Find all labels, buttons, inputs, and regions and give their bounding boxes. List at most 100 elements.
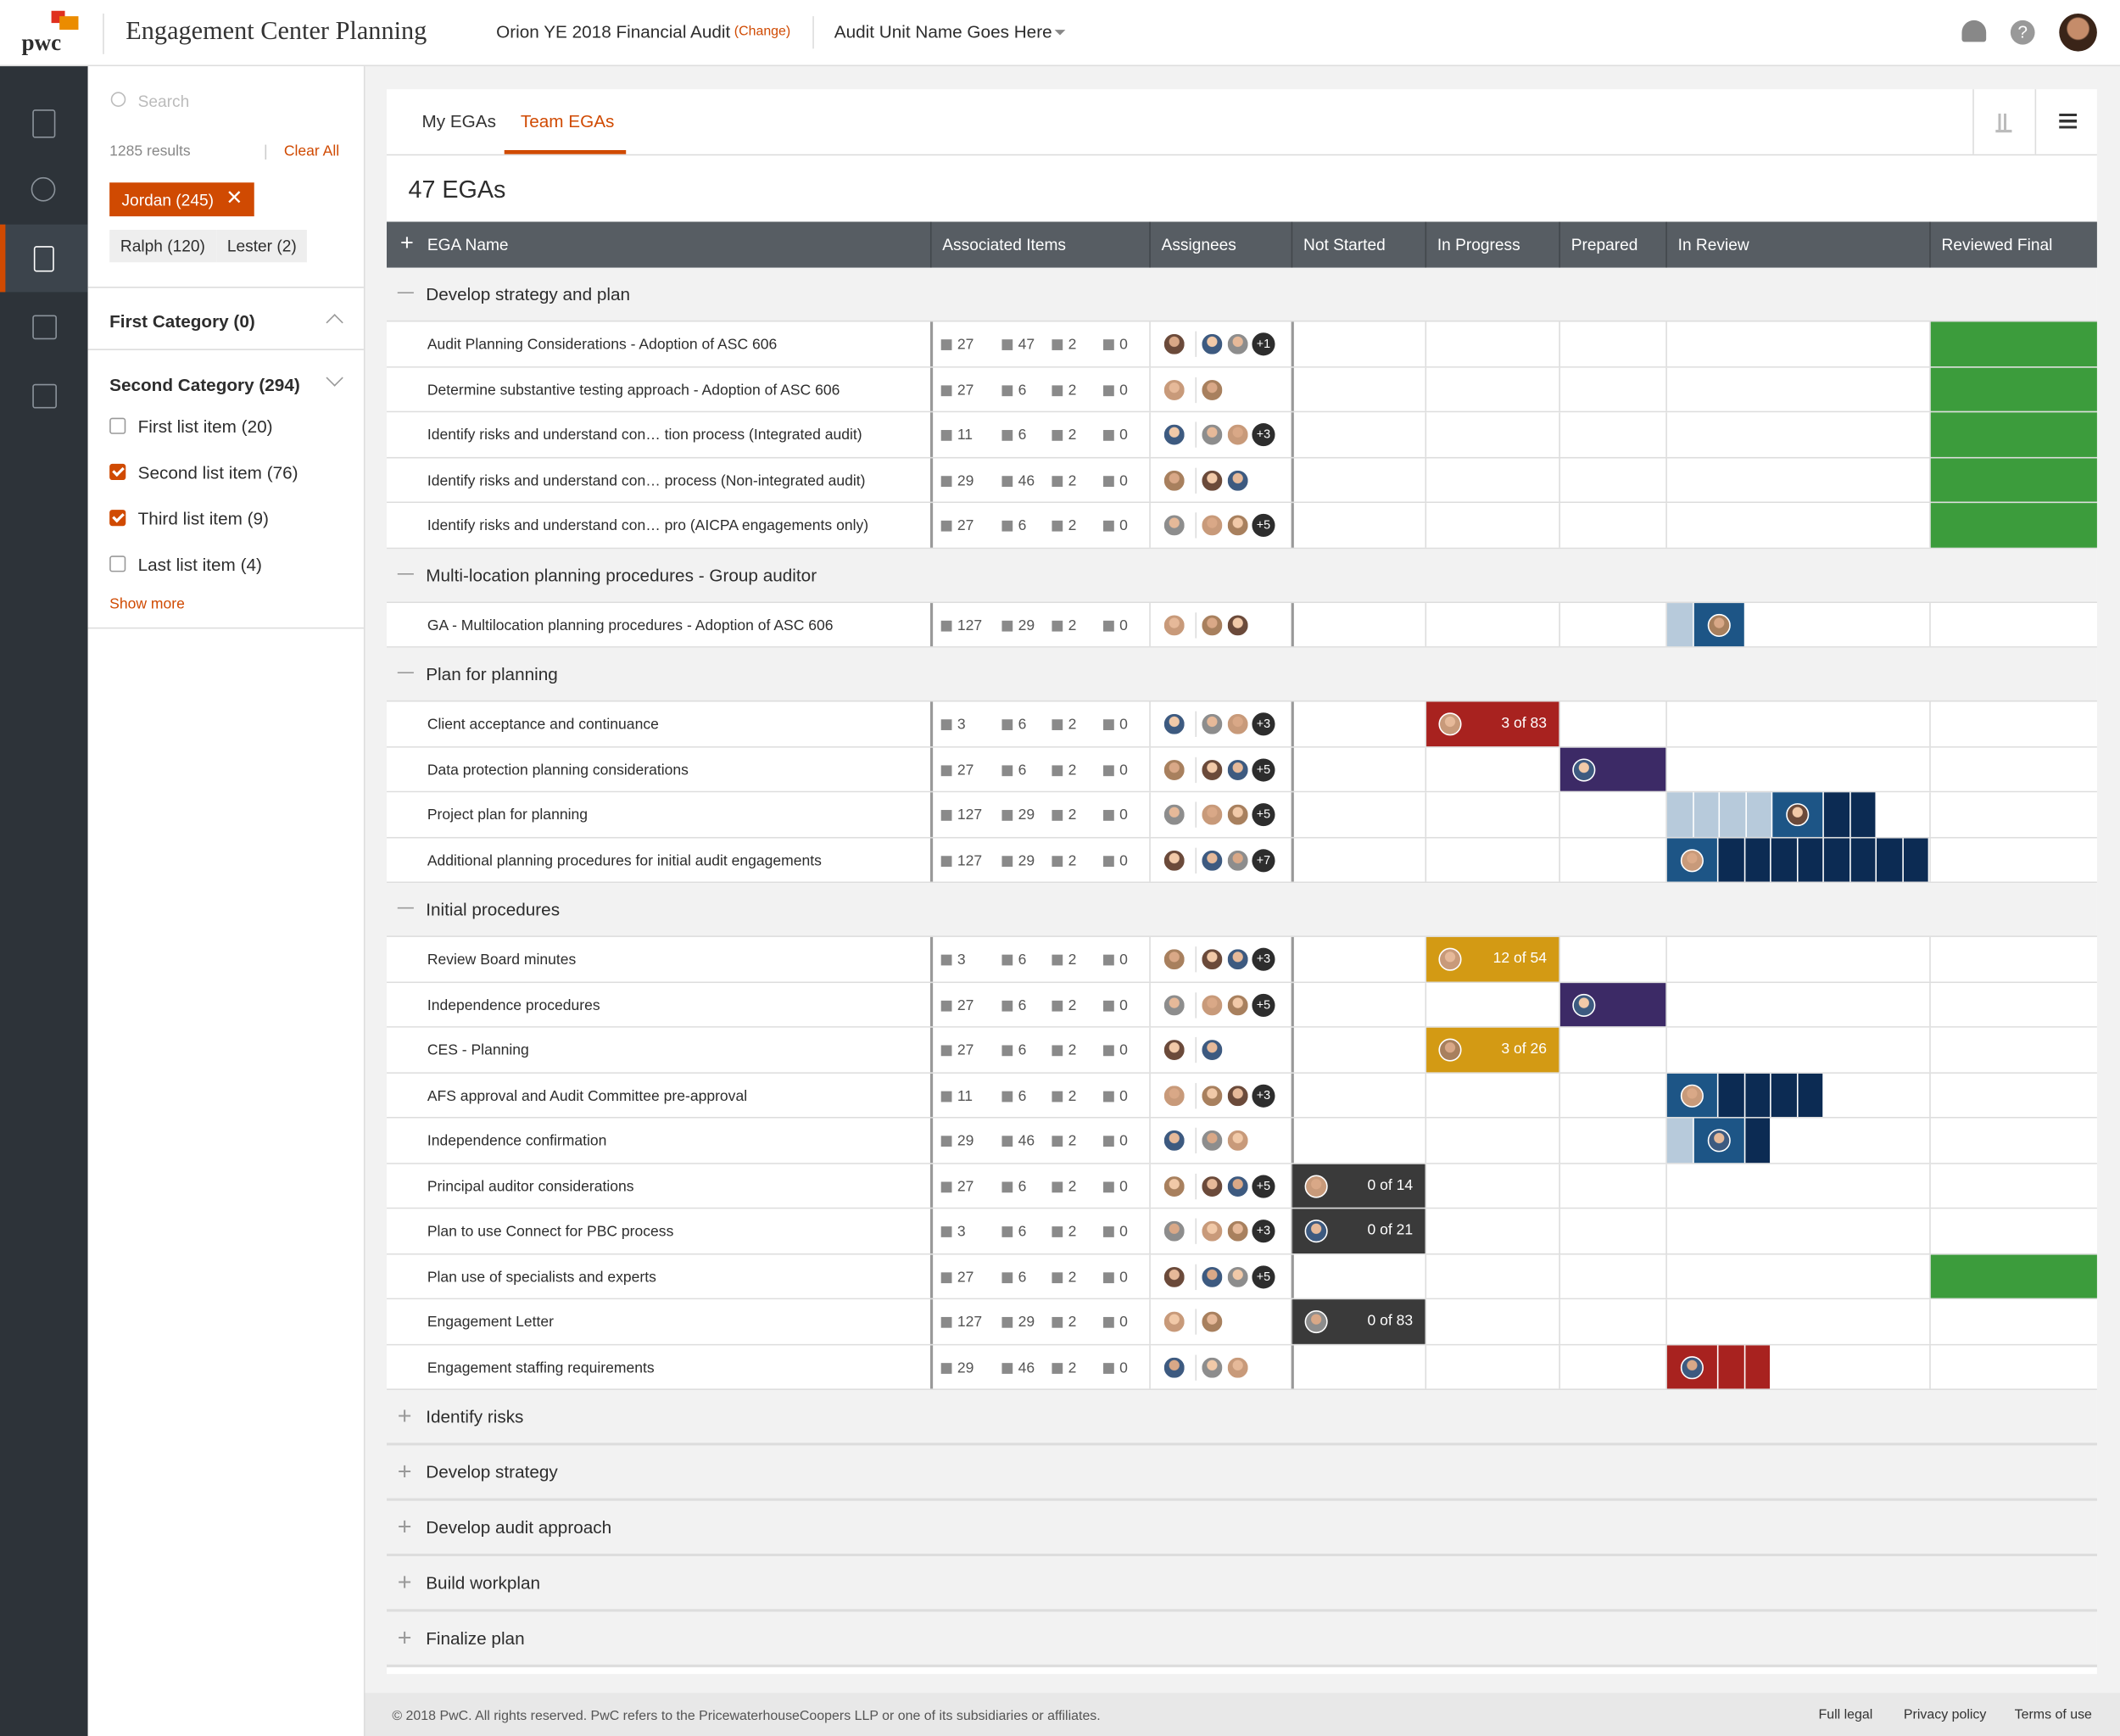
group-toggle[interactable]	[397, 907, 414, 909]
checkbox[interactable]	[109, 417, 126, 434]
category-title[interactable]: First Category (0)	[109, 310, 255, 332]
show-more[interactable]: Show more	[109, 596, 185, 613]
tab[interactable]: Team EGAs	[520, 110, 615, 131]
cell-divider	[1149, 1253, 1151, 1298]
ega-name[interactable]: Identify risks and understand con… pro (…	[427, 517, 869, 534]
ega-name[interactable]: Additional planning procedures for initi…	[427, 852, 822, 869]
group-row[interactable]: + Identify risks	[386, 1390, 2097, 1446]
ega-row[interactable]: Additional planning procedures for initi…	[386, 837, 2097, 884]
ega-row[interactable]: Independence confirmation 29 46 2 0	[386, 1118, 2097, 1164]
nav-icon[interactable]	[31, 176, 56, 202]
group-row[interactable]: Initial procedures	[386, 883, 2097, 937]
ega-name[interactable]: Independence procedures	[427, 996, 600, 1014]
list-item-label[interactable]: First list item (20)	[137, 416, 273, 437]
group-row[interactable]: Plan for planning	[386, 647, 2097, 702]
ega-row[interactable]: Client acceptance and continuance 3 6 2 0 +3 3…	[386, 701, 2097, 747]
help-icon[interactable]: ?	[2010, 20, 2035, 45]
ega-name[interactable]: Principal auditor considerations	[427, 1178, 634, 1195]
ega-row[interactable]: Engagement Letter 127 29 2 0 0 of 83	[386, 1299, 2097, 1345]
filter-chip[interactable]: Ralph (120)	[109, 230, 216, 263]
associated-item: 6	[1001, 1224, 1026, 1240]
ega-row[interactable]: Identify risks and understand con… tion …	[386, 412, 2097, 458]
add-icon[interactable]: +	[399, 230, 414, 256]
ega-name[interactable]: Client acceptance and continuance	[427, 717, 659, 734]
user-avatar[interactable]	[2059, 13, 2097, 52]
footer-link[interactable]: Privacy policy	[1903, 1707, 1987, 1723]
nav-icon[interactable]	[32, 315, 57, 340]
list-item-label[interactable]: Third list item (9)	[137, 508, 269, 529]
associated-item: 0	[1103, 472, 1128, 488]
ega-name[interactable]: Audit Planning Considerations - Adoption…	[427, 337, 778, 354]
ega-name[interactable]: Project plan for planning	[427, 807, 588, 823]
ega-row[interactable]: AFS approval and Audit Committee pre-app…	[386, 1073, 2097, 1119]
ega-row[interactable]: Audit Planning Considerations - Adoption…	[386, 321, 2097, 367]
nav-icon[interactable]	[32, 383, 57, 409]
ega-row[interactable]: Determine substantive testing approach -…	[386, 366, 2097, 413]
ega-name[interactable]: Data protection planning considerations	[427, 762, 689, 779]
tab[interactable]: My EGAs	[421, 110, 496, 131]
avatar	[1163, 332, 1186, 356]
ega-row[interactable]: CES - Planning 27 6 2 0 3 of 26	[386, 1027, 2097, 1074]
ega-name[interactable]: CES - Planning	[427, 1042, 529, 1059]
footer-link[interactable]: Full legal	[1818, 1707, 1873, 1723]
checkbox[interactable]	[109, 510, 126, 527]
ega-row[interactable]: Data protection planning considerations 2…	[386, 746, 2097, 793]
group-toggle[interactable]: +	[397, 1568, 412, 1596]
filter-chip[interactable]: Lester (2)	[216, 230, 308, 263]
ega-name[interactable]: Identify risks and understand con… tion …	[427, 427, 862, 444]
list-view-icon[interactable]	[2059, 113, 2077, 129]
group-row[interactable]: Multi-location planning procedures - Gro…	[386, 548, 2097, 603]
group-toggle[interactable]: +	[397, 1402, 412, 1430]
search-input[interactable]: Search	[137, 92, 190, 111]
ega-row[interactable]: Review Board minutes 3 6 2 0 +3 12 of 54	[386, 936, 2097, 983]
nav-icon[interactable]	[32, 109, 56, 138]
list-item-label[interactable]: Last list item (4)	[137, 554, 262, 575]
ega-name[interactable]: Independence confirmation	[427, 1133, 607, 1150]
ega-name[interactable]: AFS approval and Audit Committee pre-app…	[427, 1087, 748, 1104]
chip-remove[interactable]: ✕	[226, 187, 243, 210]
ega-row[interactable]: Principal auditor considerations 27 6 2 0 +5 0…	[386, 1163, 2097, 1209]
group-toggle[interactable]	[397, 672, 414, 674]
ega-name[interactable]: Engagement staffing requirements	[427, 1359, 655, 1376]
ega-name[interactable]: Engagement Letter	[427, 1314, 555, 1331]
group-toggle[interactable]: +	[397, 1513, 412, 1541]
change-link[interactable]: (Change)	[734, 24, 791, 40]
ega-row[interactable]: GA - Multilocation planning procedures -…	[386, 602, 2097, 648]
ega-row[interactable]: Project plan for planning 127 29 2 0 +5	[386, 792, 2097, 838]
clear-all[interactable]: Clear All	[283, 143, 340, 160]
chart-view-icon[interactable]	[1995, 113, 2012, 133]
bell-icon[interactable]	[1961, 20, 1987, 42]
ega-row[interactable]: Identify risks and understand con… proce…	[386, 457, 2097, 504]
group-toggle[interactable]	[397, 292, 414, 293]
footer-link[interactable]: Terms of use	[2014, 1707, 2092, 1723]
ega-name[interactable]: GA - Multilocation planning procedures -…	[427, 617, 834, 634]
ega-row[interactable]: Independence procedures 27 6 2 0 +5	[386, 982, 2097, 1028]
checkbox[interactable]	[109, 463, 126, 481]
ega-row[interactable]: Plan use of specialists and experts 27 6 2 0…	[386, 1253, 2097, 1300]
group-row[interactable]: + Develop audit approach	[386, 1500, 2097, 1557]
group-toggle[interactable]: +	[397, 1623, 412, 1651]
ega-row[interactable]: Identify risks and understand con… pro (…	[386, 503, 2097, 549]
list-item-label[interactable]: Second list item (76)	[137, 462, 298, 483]
ega-name[interactable]: Plan use of specialists and experts	[427, 1269, 656, 1286]
audit-unit[interactable]: Audit Unit Name Goes Here	[834, 21, 1052, 42]
group-row[interactable]: Develop strategy and plan	[386, 267, 2097, 322]
group-toggle[interactable]	[397, 572, 414, 574]
nav-active[interactable]	[0, 224, 88, 293]
nav-icon[interactable]	[33, 246, 54, 272]
ega-name[interactable]: Review Board minutes	[427, 952, 577, 968]
ega-name[interactable]: Identify risks and understand con… proce…	[427, 472, 866, 489]
ega-name[interactable]: Plan to use Connect for PBC process	[427, 1223, 674, 1241]
ega-name[interactable]: Determine substantive testing approach -…	[427, 382, 840, 399]
group-row[interactable]: + Finalize plan	[386, 1611, 2097, 1667]
group-row[interactable]: + Build workplan	[386, 1556, 2097, 1612]
ega-row[interactable]: Plan to use Connect for PBC process 3 6 2 0 +…	[386, 1209, 2097, 1254]
category-toggle[interactable]	[326, 369, 343, 387]
group-row[interactable]: + Develop strategy	[386, 1445, 2097, 1501]
active-chip[interactable]: Jordan (245) ✕	[109, 182, 254, 217]
category-toggle[interactable]	[326, 314, 343, 332]
ega-row[interactable]: Engagement staffing requirements 29 46 2 0	[386, 1344, 2097, 1391]
checkbox[interactable]	[109, 555, 126, 572]
group-toggle[interactable]: +	[397, 1457, 412, 1485]
category-title[interactable]: Second Category (294)	[109, 374, 300, 395]
